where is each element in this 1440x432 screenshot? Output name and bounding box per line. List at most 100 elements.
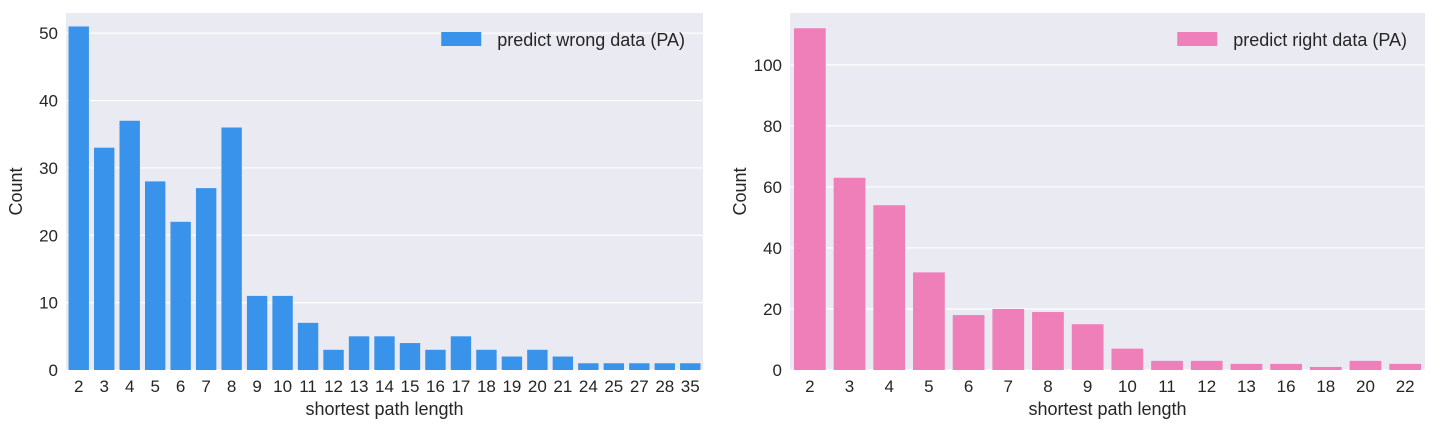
- x-axis-label: shortest path length: [1028, 399, 1186, 419]
- x-tick-label: 6: [176, 377, 185, 396]
- x-tick-label: 3: [99, 377, 108, 396]
- bar-16: [425, 349, 446, 370]
- x-tick-label: 20: [1356, 377, 1375, 396]
- x-tick-label: 2: [74, 377, 83, 396]
- bar-15: [399, 343, 421, 370]
- y-tick-label: 10: [39, 294, 58, 313]
- y-tick-label: 0: [49, 361, 58, 380]
- x-axis-label: shortest path length: [305, 399, 463, 419]
- y-tick-label: 80: [763, 117, 782, 136]
- legend-swatch: [441, 32, 482, 46]
- y-tick-label: 50: [39, 24, 58, 43]
- bar-12: [323, 349, 344, 370]
- y-tick-label: 40: [39, 92, 58, 111]
- bar-2: [68, 26, 89, 370]
- x-tick-label: 35: [681, 377, 700, 396]
- bar-series: [793, 28, 1422, 371]
- x-tick-label: 16: [1277, 377, 1296, 396]
- legend: predict wrong data (PA): [441, 30, 685, 50]
- chart-panel-2: 0 20 40 60 80 100 2 3 4 5 6 7 8 9 10 11 12 13 16 18 20 22 shor…: [730, 13, 1425, 419]
- x-tick-label: 24: [579, 377, 598, 396]
- bar-21: [552, 356, 574, 370]
- x-tick-label: 28: [655, 377, 674, 396]
- bar-8: [221, 127, 242, 371]
- x-tick-label: 16: [426, 377, 445, 396]
- x-tick-label: 9: [1083, 377, 1092, 396]
- legend: predict right data (PA): [1177, 30, 1407, 50]
- x-tick-label: 11: [299, 377, 317, 396]
- bar-20: [527, 349, 548, 370]
- x-tick-label: 8: [1043, 377, 1052, 396]
- bar-20: [1349, 360, 1382, 370]
- x-tick-label: 13: [350, 377, 369, 396]
- bar-14: [374, 336, 395, 370]
- x-tick-label: 5: [924, 377, 933, 396]
- x-tick-label: 11: [1158, 377, 1176, 396]
- x-tick-label: 9: [252, 377, 261, 396]
- bar-22: [1389, 363, 1422, 370]
- y-tick-label: 20: [39, 226, 58, 245]
- bar-11: [297, 322, 319, 370]
- x-tick-label: 6: [964, 377, 973, 396]
- bar-8: [1032, 312, 1064, 370]
- x-tick-label: 17: [451, 377, 470, 396]
- x-tick-label: 27: [630, 377, 649, 396]
- x-tick-label: 19: [502, 377, 521, 396]
- bar-17: [450, 336, 472, 370]
- x-tick-label: 20: [528, 377, 547, 396]
- bar-5: [144, 181, 166, 370]
- bar-24: [578, 363, 599, 370]
- y-tick-label: 20: [763, 300, 782, 319]
- bar-18: [1309, 366, 1342, 370]
- bar-10: [1111, 348, 1144, 370]
- x-tick-label: 14: [375, 377, 394, 396]
- bar-3: [833, 177, 866, 370]
- bar-16: [1270, 363, 1302, 370]
- legend-label: predict right data (PA): [1233, 30, 1407, 50]
- x-tick-label: 15: [401, 377, 420, 396]
- bar-28: [654, 363, 675, 370]
- x-tick-label: 18: [1316, 377, 1335, 396]
- y-axis-label: Count: [6, 167, 26, 215]
- y-tick-label: 40: [763, 239, 782, 258]
- y-axis-label: Count: [730, 167, 750, 215]
- bar-19: [501, 356, 523, 370]
- bar-11: [1151, 360, 1183, 370]
- x-tick-label: 10: [273, 377, 292, 396]
- x-tick-label: 7: [1004, 377, 1013, 396]
- bar-25: [603, 363, 625, 370]
- x-tick-label: 10: [1118, 377, 1137, 396]
- bar-13: [348, 336, 370, 370]
- x-tick-label: 3: [845, 377, 854, 396]
- x-tick-label: 22: [1396, 377, 1415, 396]
- x-tick-label: 7: [201, 377, 210, 396]
- bar-4: [119, 120, 140, 370]
- x-tick-label: 8: [227, 377, 236, 396]
- x-tick-label: 21: [553, 377, 572, 396]
- bar-10: [272, 295, 293, 370]
- x-tick-label: 12: [324, 377, 343, 396]
- bar-2: [793, 28, 826, 371]
- bar-6: [170, 221, 191, 370]
- x-tick-label: 25: [604, 377, 623, 396]
- bar-4: [873, 205, 906, 370]
- legend-label: predict wrong data (PA): [497, 30, 685, 50]
- bar-13: [1230, 363, 1263, 370]
- bar-9: [246, 295, 268, 370]
- y-tick-label: 60: [763, 178, 782, 197]
- y-tick-label: 100: [754, 56, 782, 75]
- bar-27: [629, 363, 650, 370]
- bar-6: [952, 315, 985, 370]
- x-tick-label: 4: [884, 377, 893, 396]
- x-tick-label: 4: [125, 377, 134, 396]
- bar-5: [913, 272, 945, 370]
- y-tick-label: 30: [39, 159, 58, 178]
- chart-panel-1: 0 10 20 30 40 50 2 3 4 5 6 7 8 9 10 11 12 13 14 15 16 17 18 19 2…: [6, 13, 703, 419]
- bar-35: [680, 363, 701, 370]
- bar-7: [195, 188, 217, 370]
- bar-12: [1190, 360, 1223, 370]
- bar-7: [992, 308, 1025, 370]
- bar-18: [476, 349, 497, 370]
- bar-series: [68, 26, 701, 371]
